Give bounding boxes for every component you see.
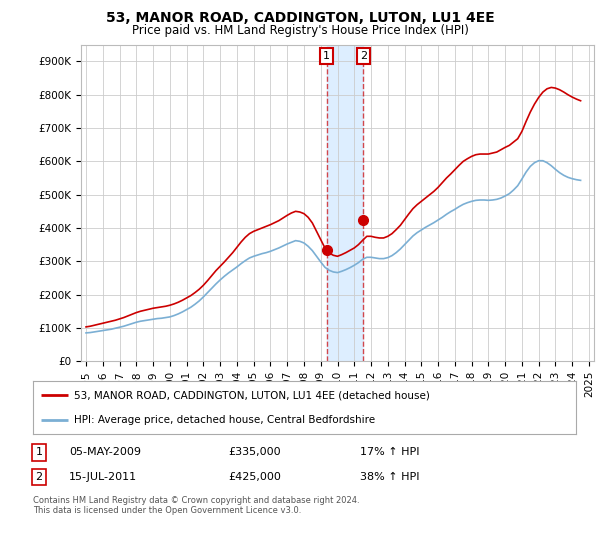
Text: HPI: Average price, detached house, Central Bedfordshire: HPI: Average price, detached house, Cent…	[74, 414, 375, 424]
Text: 53, MANOR ROAD, CADDINGTON, LUTON, LU1 4EE (detached house): 53, MANOR ROAD, CADDINGTON, LUTON, LU1 4…	[74, 390, 430, 400]
Text: Contains HM Land Registry data © Crown copyright and database right 2024.
This d: Contains HM Land Registry data © Crown c…	[33, 496, 359, 515]
Text: 15-JUL-2011: 15-JUL-2011	[69, 472, 137, 482]
Text: 1: 1	[323, 51, 330, 61]
Text: 2: 2	[360, 51, 367, 61]
Text: 1: 1	[35, 447, 43, 458]
Text: 2: 2	[35, 472, 43, 482]
Text: £425,000: £425,000	[228, 472, 281, 482]
Bar	[326, 45, 364, 361]
Text: 17% ↑ HPI: 17% ↑ HPI	[360, 447, 419, 458]
Text: Price paid vs. HM Land Registry's House Price Index (HPI): Price paid vs. HM Land Registry's House …	[131, 24, 469, 37]
Text: 05-MAY-2009: 05-MAY-2009	[69, 447, 141, 458]
Text: £335,000: £335,000	[228, 447, 281, 458]
Text: 53, MANOR ROAD, CADDINGTON, LUTON, LU1 4EE: 53, MANOR ROAD, CADDINGTON, LUTON, LU1 4…	[106, 11, 494, 25]
Text: 38% ↑ HPI: 38% ↑ HPI	[360, 472, 419, 482]
